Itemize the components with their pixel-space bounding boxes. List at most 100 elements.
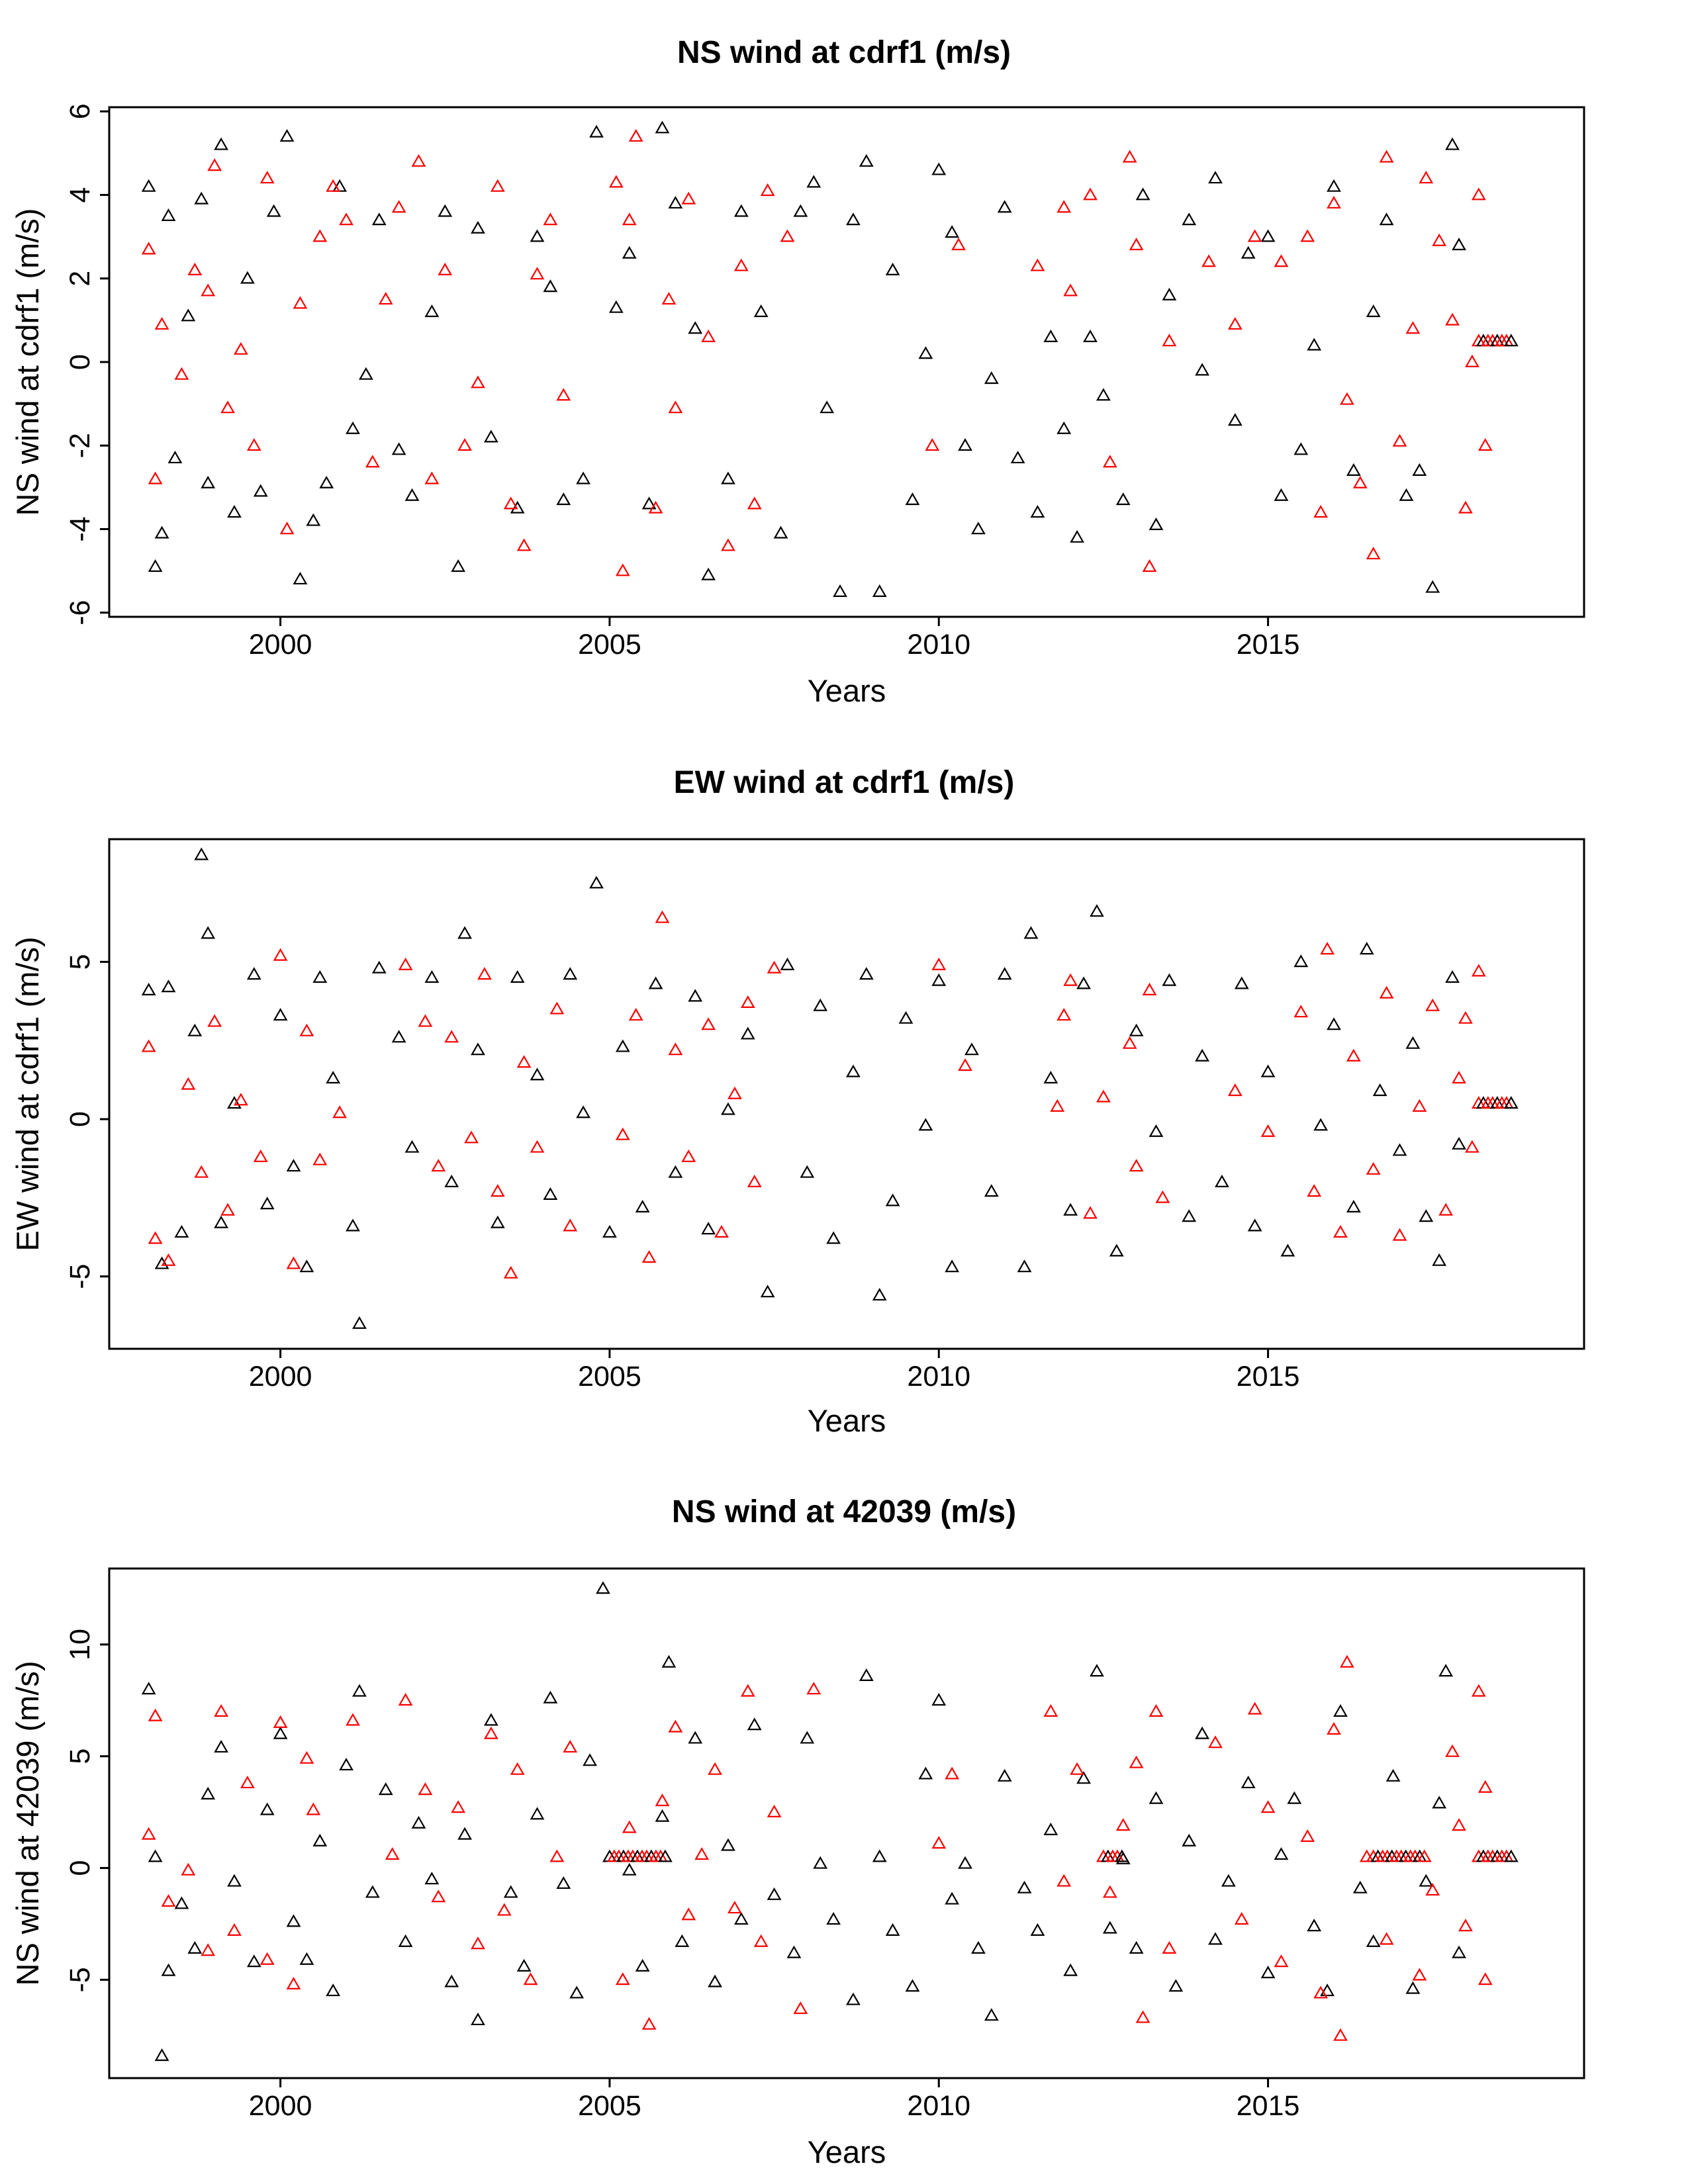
data-point	[214, 1704, 228, 1717]
data-point	[1293, 442, 1309, 455]
chart-title: NS wind at 42039 (m/s)	[672, 1494, 1016, 1529]
data-point	[800, 1165, 815, 1178]
data-point	[668, 195, 683, 209]
data-point	[1274, 1847, 1289, 1860]
data-point	[1195, 363, 1210, 376]
data-point	[391, 1030, 406, 1043]
data-point	[658, 1849, 673, 1862]
data-point	[997, 1768, 1012, 1782]
data-point	[306, 513, 321, 526]
data-point	[530, 229, 545, 242]
x-axis: 2000 2005 2010 2015	[249, 2078, 1299, 2122]
data-point	[1208, 1932, 1223, 1945]
data-point	[1419, 171, 1434, 184]
data-point	[1452, 1136, 1466, 1150]
data-point	[1327, 179, 1341, 192]
data-point	[931, 1693, 947, 1706]
data-point	[1030, 258, 1045, 271]
data-point	[918, 1118, 933, 1131]
data-point	[1135, 2010, 1150, 2023]
data-point	[1445, 137, 1460, 150]
data-point	[1300, 1829, 1315, 1843]
panel-ns-cdrf1: NS wind at cdrf1 (m/s) 2000 2005 2010 2015 …	[10, 35, 1585, 708]
data-point	[747, 1717, 762, 1731]
data-point	[1419, 1874, 1434, 1887]
data-point	[1090, 1664, 1104, 1677]
data-point	[1379, 985, 1394, 999]
data-point	[220, 400, 235, 414]
data-point	[174, 367, 189, 380]
panel-ns-42039: NS wind at 42039 (m/s) 2000 2005 2010 2015 …	[10, 1494, 1585, 2169]
data-point	[1405, 321, 1421, 334]
data-point	[1129, 1159, 1144, 1172]
data-point	[1162, 1940, 1177, 1954]
data-point	[1313, 1118, 1329, 1131]
data-point	[194, 191, 209, 205]
data-point	[418, 1014, 433, 1027]
data-point	[740, 1684, 755, 1697]
data-point	[1477, 1780, 1493, 1793]
y-tick-label: 10	[64, 1629, 96, 1661]
data-point	[530, 1068, 545, 1081]
data-point	[1090, 904, 1104, 917]
data-point	[958, 1856, 972, 1869]
data-point	[701, 1017, 716, 1030]
data-point	[1307, 338, 1322, 351]
data-point	[266, 204, 281, 217]
data-point	[1366, 547, 1381, 560]
data-point	[464, 1130, 479, 1144]
y-axis-label: NS wind at cdrf1 (m/s)	[10, 208, 45, 516]
data-point	[398, 1934, 413, 1947]
y-tick-label: 6	[64, 103, 96, 119]
data-point	[187, 1940, 203, 1954]
data-point	[733, 1912, 749, 1925]
data-point	[1070, 529, 1085, 543]
data-point	[549, 1001, 565, 1015]
data-point	[1260, 1800, 1276, 1813]
data-point	[227, 1096, 242, 1109]
data-point	[1293, 954, 1309, 968]
data-point	[259, 1802, 275, 1815]
data-point	[299, 1023, 314, 1036]
data-point	[194, 1165, 209, 1178]
x-axis-label: Years	[808, 2134, 886, 2169]
data-point	[885, 262, 900, 275]
data-point	[549, 1849, 565, 1862]
constant-segment	[602, 1849, 673, 1862]
data-point	[1241, 1775, 1256, 1789]
data-point	[668, 1042, 683, 1056]
data-point	[1017, 1880, 1032, 1893]
data-point	[148, 1231, 163, 1244]
data-point	[1122, 1036, 1137, 1049]
x-tick-label: 2000	[249, 2090, 312, 2122]
data-point	[306, 1802, 321, 1815]
data-point	[1379, 150, 1394, 163]
constant-segment	[1471, 1849, 1519, 1862]
data-point	[701, 329, 716, 342]
data-point	[253, 484, 268, 497]
data-point	[615, 1127, 630, 1140]
data-point	[1313, 504, 1329, 518]
data-point	[286, 1159, 301, 1172]
data-point	[346, 421, 360, 434]
data-point	[931, 973, 947, 986]
data-point	[1056, 1007, 1072, 1021]
data-point	[1122, 150, 1137, 163]
data-point	[141, 982, 156, 995]
y-tick-label: 2	[64, 271, 96, 287]
data-point	[1241, 246, 1256, 259]
y-axis-label: NS wind at 42039 (m/s)	[10, 1661, 45, 1985]
data-point	[1063, 283, 1078, 296]
data-point	[1135, 187, 1150, 201]
data-point	[1471, 964, 1486, 977]
data-point	[141, 1682, 156, 1695]
data-point	[424, 304, 440, 318]
data-point	[490, 1184, 505, 1197]
data-point	[246, 967, 261, 980]
data-point	[931, 162, 947, 175]
data-points	[141, 120, 1519, 597]
data-point	[793, 2001, 808, 2015]
data-point	[753, 304, 769, 318]
data-point	[1366, 1161, 1381, 1175]
